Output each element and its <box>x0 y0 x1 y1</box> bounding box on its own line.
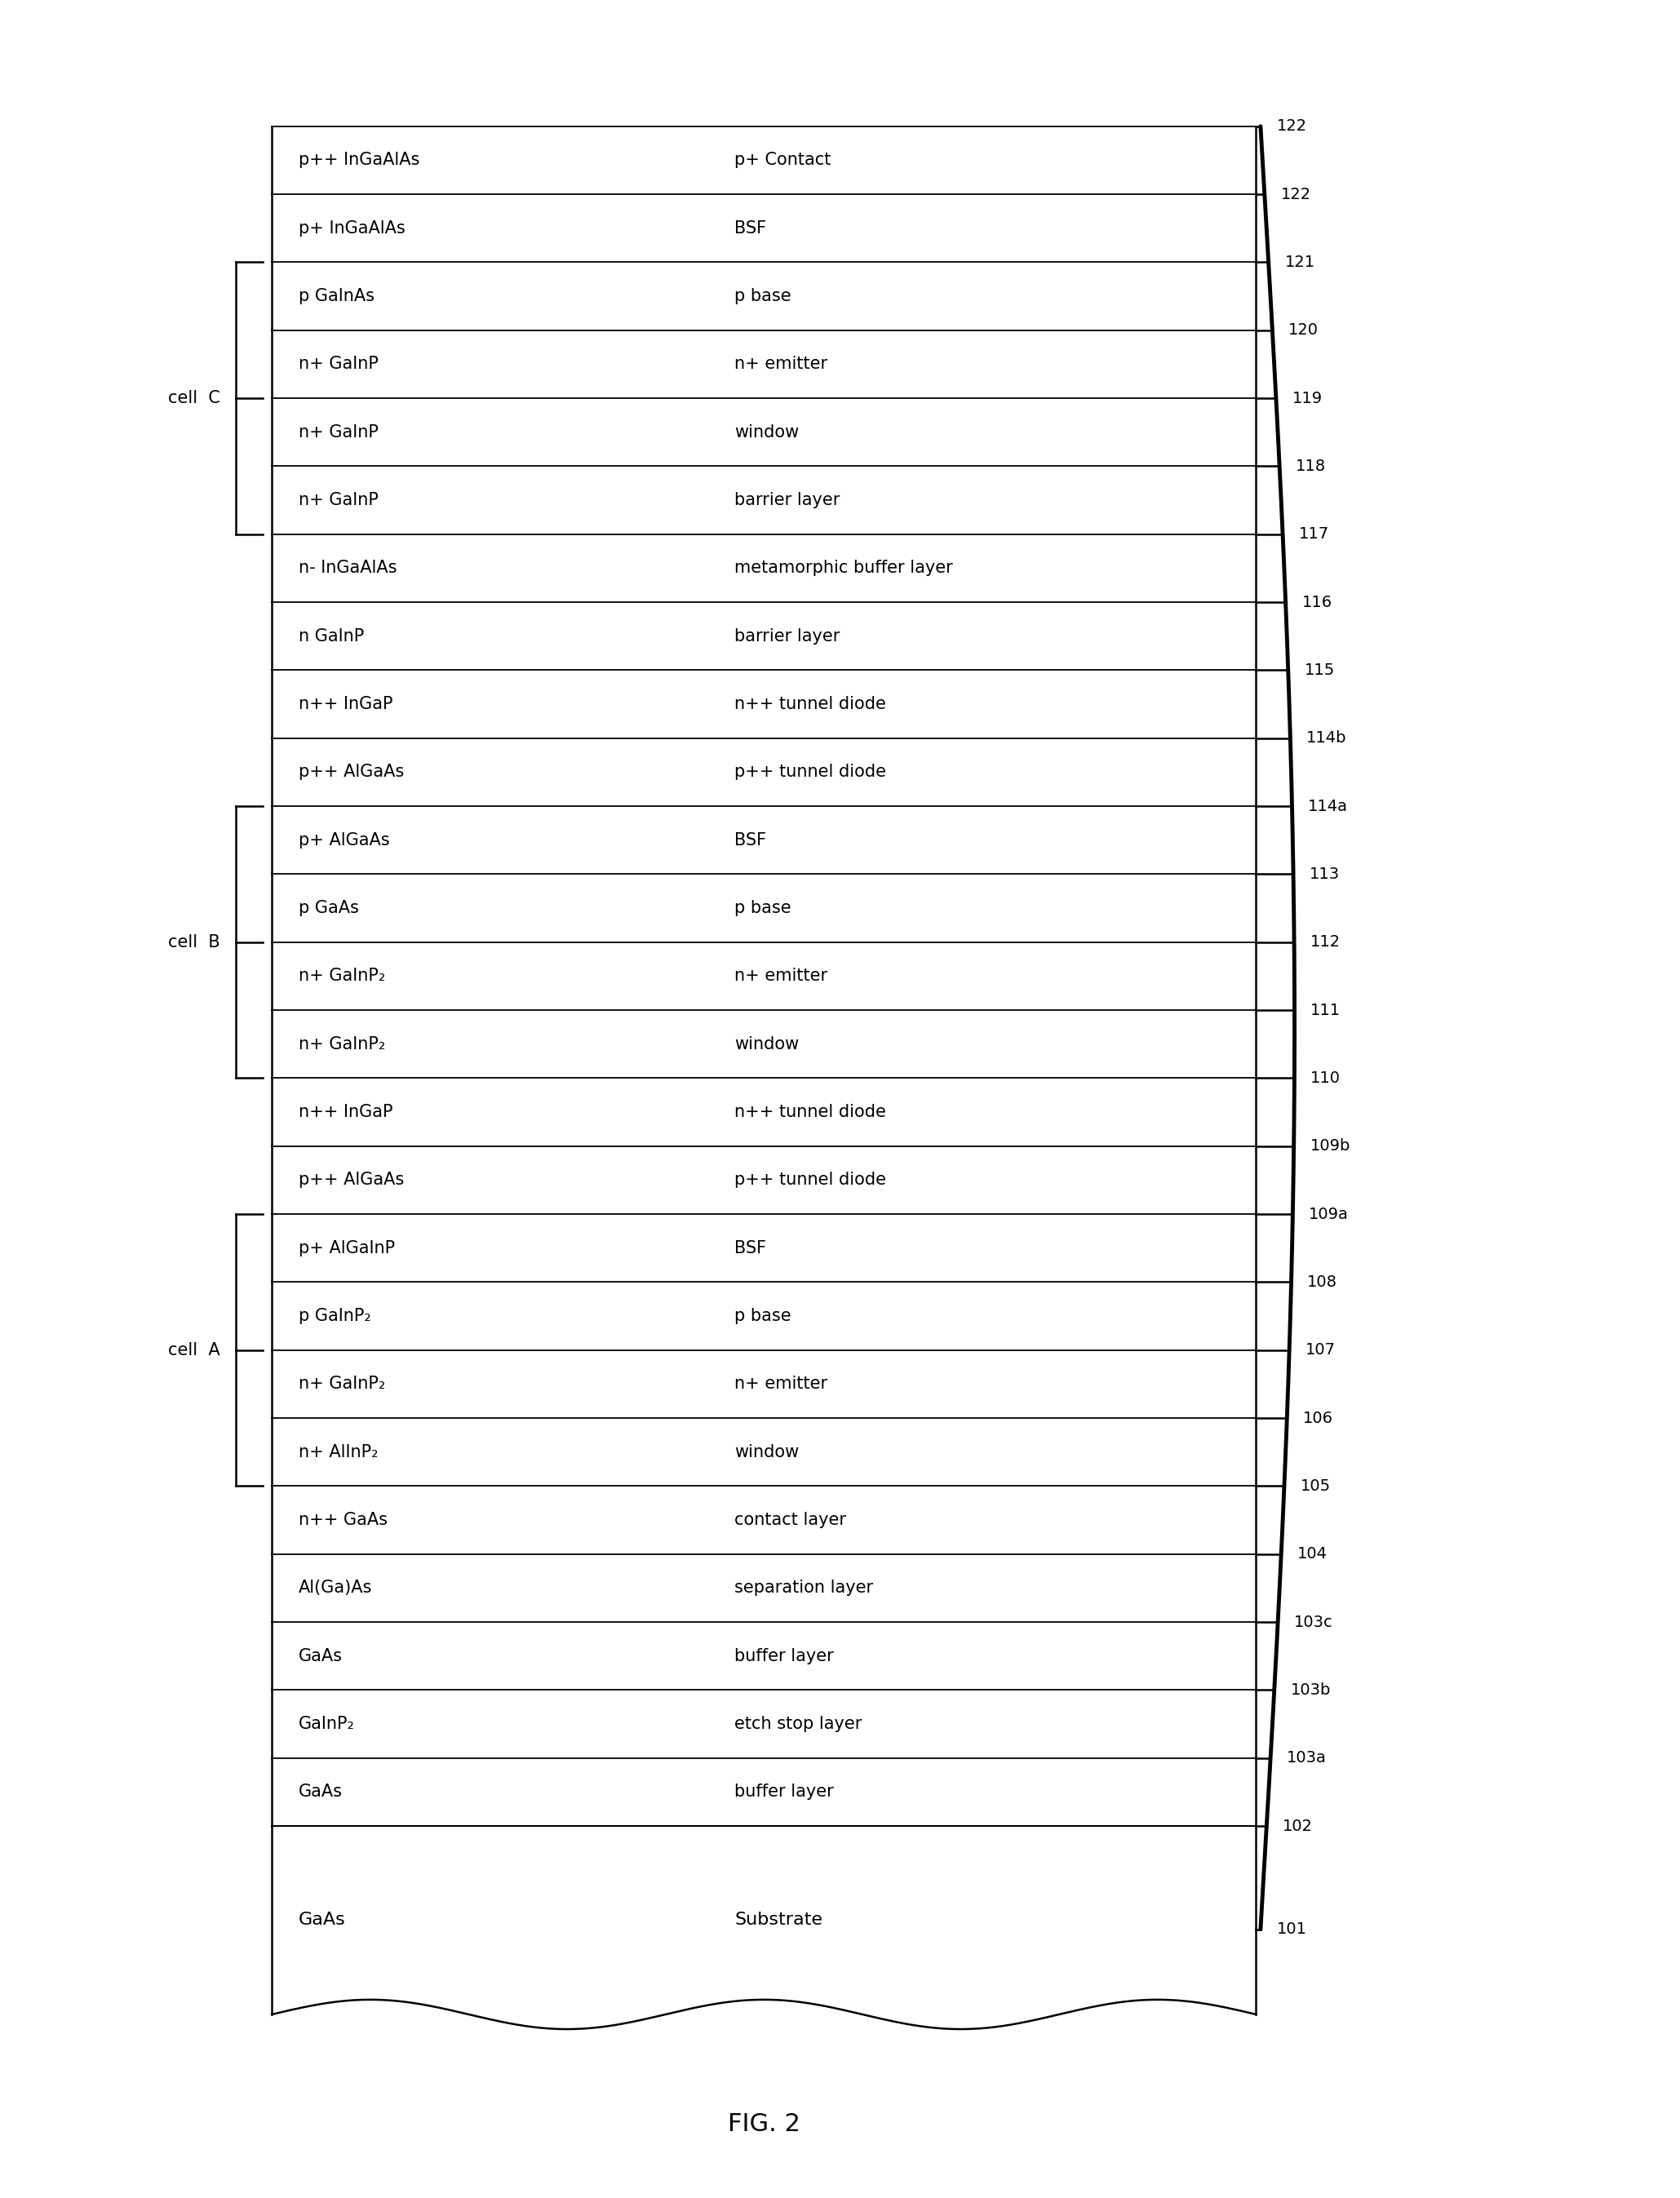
Text: p base: p base <box>734 899 791 917</box>
Text: buffer layer: buffer layer <box>734 1648 833 1664</box>
Text: buffer layer: buffer layer <box>734 1785 833 1800</box>
Text: 118: 118 <box>1295 459 1326 475</box>
Text: barrier layer: barrier layer <box>734 492 840 508</box>
Text: 109a: 109a <box>1309 1207 1349 1222</box>
Text: FIG. 2: FIG. 2 <box>727 2112 800 2136</box>
Text: 115: 115 <box>1304 662 1334 677</box>
Text: 112: 112 <box>1310 934 1341 950</box>
Text: p+ Contact: p+ Contact <box>734 152 832 169</box>
Text: 114a: 114a <box>1309 798 1347 813</box>
Text: 103a: 103a <box>1287 1750 1327 1765</box>
Text: p++ tunnel diode: p++ tunnel diode <box>734 765 885 780</box>
Text: BSF: BSF <box>734 220 766 237</box>
Text: barrier layer: barrier layer <box>734 629 840 644</box>
Text: 117: 117 <box>1299 528 1329 543</box>
Text: 107: 107 <box>1305 1343 1336 1358</box>
Text: 103b: 103b <box>1290 1681 1331 1697</box>
Text: n GaInP: n GaInP <box>299 629 365 644</box>
Text: n++ GaAs: n++ GaAs <box>299 1512 388 1528</box>
Text: n+ emitter: n+ emitter <box>734 1376 828 1391</box>
Text: GaAs: GaAs <box>299 1648 343 1664</box>
Text: 105: 105 <box>1300 1479 1331 1495</box>
Text: contact layer: contact layer <box>734 1512 847 1528</box>
Text: p+ AlGaInP: p+ AlGaInP <box>299 1240 395 1257</box>
Text: p++ tunnel diode: p++ tunnel diode <box>734 1172 885 1189</box>
Text: 109b: 109b <box>1310 1139 1351 1154</box>
Text: 113: 113 <box>1309 866 1339 881</box>
Text: p++ AlGaAs: p++ AlGaAs <box>299 765 405 780</box>
Text: n+ emitter: n+ emitter <box>734 967 828 985</box>
Text: n+ GaInP: n+ GaInP <box>299 356 378 371</box>
Text: p base: p base <box>734 1308 791 1323</box>
Text: 120: 120 <box>1289 323 1319 338</box>
Text: n+ AlInP₂: n+ AlInP₂ <box>299 1444 378 1459</box>
Text: p base: p base <box>734 288 791 303</box>
Text: etch stop layer: etch stop layer <box>734 1717 862 1732</box>
Text: 102: 102 <box>1284 1818 1312 1833</box>
Text: 116: 116 <box>1302 593 1332 609</box>
Text: window: window <box>734 424 800 440</box>
Text: BSF: BSF <box>734 833 766 848</box>
Text: p++ InGaAlAs: p++ InGaAlAs <box>299 152 420 169</box>
Text: n++ InGaP: n++ InGaP <box>299 697 393 712</box>
Text: n++ tunnel diode: n++ tunnel diode <box>734 1103 885 1121</box>
Text: separation layer: separation layer <box>734 1580 874 1596</box>
Text: n- InGaAlAs: n- InGaAlAs <box>299 560 396 576</box>
Text: 111: 111 <box>1310 1002 1341 1018</box>
Text: p GaAs: p GaAs <box>299 899 360 917</box>
Text: 121: 121 <box>1285 255 1315 270</box>
Text: n+ emitter: n+ emitter <box>734 356 828 371</box>
Text: p GaInP₂: p GaInP₂ <box>299 1308 371 1323</box>
Text: cell  C: cell C <box>168 389 220 407</box>
Text: GaAs: GaAs <box>299 1912 346 1928</box>
Text: 104: 104 <box>1297 1545 1327 1563</box>
Text: p++ AlGaAs: p++ AlGaAs <box>299 1172 405 1189</box>
Text: 122: 122 <box>1280 187 1310 202</box>
Text: 119: 119 <box>1292 391 1322 407</box>
Text: GaAs: GaAs <box>299 1785 343 1800</box>
Text: window: window <box>734 1444 800 1459</box>
Text: window: window <box>734 1035 800 1053</box>
Text: BSF: BSF <box>734 1240 766 1257</box>
Text: p GaInAs: p GaInAs <box>299 288 375 303</box>
Text: n+ GaInP: n+ GaInP <box>299 492 378 508</box>
Text: n+ GaInP₂: n+ GaInP₂ <box>299 1376 385 1391</box>
Text: Substrate: Substrate <box>734 1912 823 1928</box>
Text: p+ AlGaAs: p+ AlGaAs <box>299 833 390 848</box>
Text: n+ GaInP₂: n+ GaInP₂ <box>299 1035 385 1053</box>
Text: 114b: 114b <box>1307 730 1347 745</box>
Text: p+ InGaAlAs: p+ InGaAlAs <box>299 220 405 237</box>
Text: cell  B: cell B <box>168 934 220 950</box>
Text: GaInP₂: GaInP₂ <box>299 1717 354 1732</box>
Text: 103c: 103c <box>1294 1613 1332 1629</box>
Text: 110: 110 <box>1310 1070 1341 1086</box>
Text: n+ GaInP: n+ GaInP <box>299 424 378 440</box>
Text: n++ InGaP: n++ InGaP <box>299 1103 393 1121</box>
Text: cell  A: cell A <box>168 1343 220 1358</box>
Text: n+ GaInP₂: n+ GaInP₂ <box>299 967 385 985</box>
Text: 106: 106 <box>1304 1411 1334 1427</box>
Text: Al(Ga)As: Al(Ga)As <box>299 1580 373 1596</box>
Text: 122: 122 <box>1277 119 1307 134</box>
Text: 108: 108 <box>1307 1275 1337 1290</box>
Text: 101: 101 <box>1277 1921 1307 1936</box>
Text: metamorphic buffer layer: metamorphic buffer layer <box>734 560 953 576</box>
Text: n++ tunnel diode: n++ tunnel diode <box>734 697 885 712</box>
